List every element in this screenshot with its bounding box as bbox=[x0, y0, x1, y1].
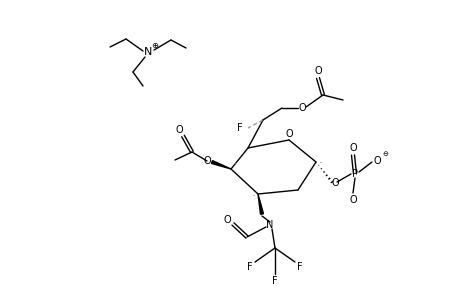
Text: ⊖: ⊖ bbox=[381, 151, 387, 157]
Text: N: N bbox=[266, 220, 273, 230]
Text: F: F bbox=[246, 262, 252, 272]
Text: O: O bbox=[285, 129, 292, 139]
Text: N: N bbox=[144, 47, 152, 57]
Text: O: O bbox=[203, 156, 210, 166]
Text: O: O bbox=[348, 195, 356, 205]
Polygon shape bbox=[211, 160, 230, 169]
Text: O: O bbox=[175, 125, 182, 135]
Text: P: P bbox=[351, 169, 357, 179]
Text: O: O bbox=[330, 178, 338, 188]
Text: ·: · bbox=[252, 190, 256, 203]
Text: ·: · bbox=[318, 158, 322, 170]
Text: O: O bbox=[223, 215, 230, 225]
Text: O: O bbox=[372, 156, 380, 166]
Text: F: F bbox=[272, 276, 277, 286]
Text: O: O bbox=[348, 143, 356, 153]
Text: F: F bbox=[297, 262, 302, 272]
Text: ·: · bbox=[234, 158, 237, 172]
Text: F: F bbox=[237, 123, 242, 133]
Text: O: O bbox=[313, 66, 321, 76]
Text: O: O bbox=[297, 103, 305, 113]
Polygon shape bbox=[257, 194, 263, 214]
Text: ⊕: ⊕ bbox=[151, 40, 158, 50]
